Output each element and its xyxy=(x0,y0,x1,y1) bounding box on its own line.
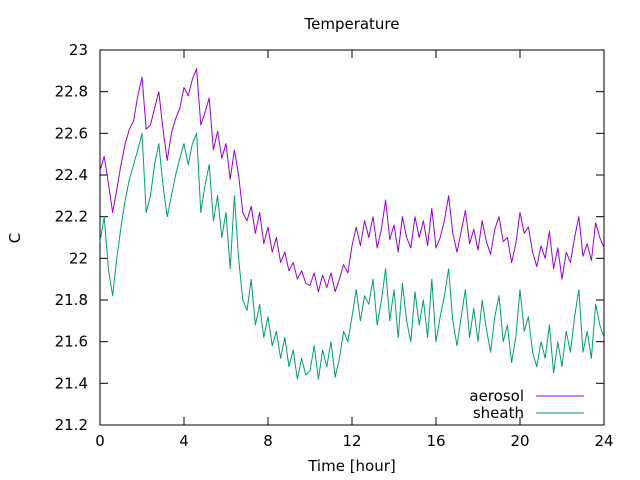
y-tick-label: 22 xyxy=(69,249,88,267)
series-group xyxy=(99,68,605,380)
x-tick-label: 20 xyxy=(510,432,529,450)
y-axis-label: C xyxy=(6,233,24,243)
y-tick-label: 22.6 xyxy=(55,124,88,142)
y-tick-label: 21.4 xyxy=(55,374,88,392)
y-tick-label: 23 xyxy=(69,41,88,59)
legend-label-sheath: sheath xyxy=(473,404,524,422)
x-tick-label: 24 xyxy=(594,432,613,450)
x-tick-label: 0 xyxy=(95,432,105,450)
x-axis: 0 4 8 12 16 20 24 xyxy=(95,50,614,450)
legend-label-aerosol: aerosol xyxy=(469,387,524,405)
series-line-sheath xyxy=(99,132,605,380)
y-tick-label: 22.4 xyxy=(55,166,88,184)
y-tick-label: 21.6 xyxy=(55,333,88,351)
y-tick-label: 22.8 xyxy=(55,83,88,101)
chart-title: Temperature xyxy=(303,15,399,33)
x-tick-label: 4 xyxy=(179,432,189,450)
y-tick-label: 21.8 xyxy=(55,291,88,309)
x-tick-label: 16 xyxy=(426,432,445,450)
x-tick-label: 12 xyxy=(342,432,361,450)
x-tick-label: 8 xyxy=(263,432,273,450)
series-line-aerosol xyxy=(99,68,605,293)
y-tick-label: 21.2 xyxy=(55,416,88,434)
y-tick-label: 22.2 xyxy=(55,208,88,226)
x-axis-label: Time [hour] xyxy=(307,457,396,475)
plot-frame xyxy=(99,49,605,426)
